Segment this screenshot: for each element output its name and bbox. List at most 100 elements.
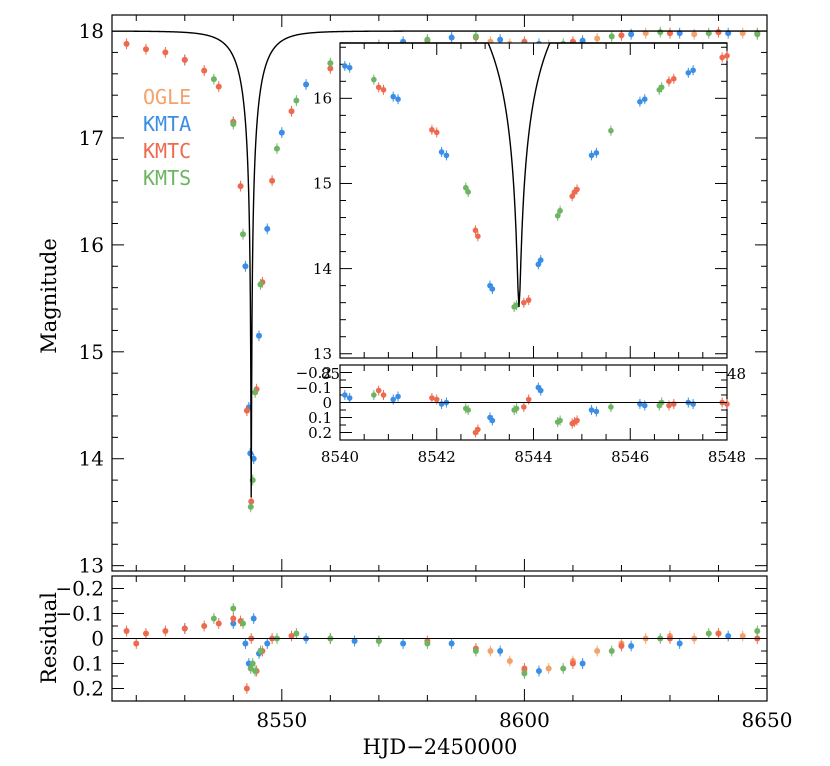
kmts-residual-point <box>472 648 479 654</box>
kmtc-point <box>181 56 188 63</box>
kmta-inset-point <box>685 69 692 76</box>
kmts-point <box>230 121 237 128</box>
kmts-point <box>657 29 664 36</box>
inset-residual-panel: 0.20.10−0.1−0.2 8540 8542 8544 8546 8548 <box>296 364 747 466</box>
kmtc-residual-point <box>215 620 222 627</box>
inset-data-points <box>342 50 730 312</box>
kmts-residual-point <box>240 620 246 627</box>
kmta-inset-residual-point <box>395 393 401 400</box>
kmta-inset-point <box>489 286 496 292</box>
kmts-residual-point <box>293 630 300 637</box>
inset-panel-frame <box>339 42 728 359</box>
kmts-inset-residual-point <box>608 404 614 410</box>
kmts-residual-point <box>560 665 567 672</box>
kmta-residual-point <box>351 638 358 644</box>
kmta-inset-point <box>641 96 648 102</box>
kmtc-residual-point <box>162 628 169 634</box>
kmta-point <box>278 129 285 136</box>
kmtc-inset-point <box>433 129 440 136</box>
kmtc-inset-point <box>724 52 730 59</box>
kmta-inset-point <box>588 152 595 159</box>
kmts-residual-point <box>230 605 237 612</box>
inset-x-tick-label: 8542 <box>418 448 456 466</box>
kmta-inset-residual-point <box>390 396 397 403</box>
kmta-inset-residual-point <box>342 392 348 398</box>
y-tick-label: 14 <box>313 260 332 278</box>
kmtc-inset-residual-point <box>521 404 527 410</box>
y-tick-label: 17 <box>79 126 104 150</box>
kmta-inset-point <box>443 152 450 159</box>
main-model-curve <box>111 30 767 498</box>
y-tick-label: 18 <box>79 19 104 43</box>
x-tick-label: 8600 <box>499 708 550 732</box>
y-tick-label: 13 <box>313 345 332 363</box>
kmtc-inset-point <box>525 297 532 303</box>
y-tick-label: 13 <box>79 554 104 578</box>
inset-panel: 1314151685408542854485468548 <box>313 42 746 383</box>
kmtc-inset-residual-point <box>429 395 435 401</box>
main-panel: 13 14 15 16 17 18 <box>79 14 768 578</box>
kmta-residual-point <box>725 633 732 639</box>
kmts-inset-point <box>513 302 520 309</box>
kmta-inset-residual-point <box>641 402 648 409</box>
kmta-inset-residual-point <box>593 408 600 415</box>
kmts-residual-point <box>705 630 712 637</box>
ogle-point <box>691 31 698 38</box>
y-tick-label: 16 <box>79 233 104 257</box>
ogle-residual-point <box>545 665 552 672</box>
kmta-residual-point <box>676 640 683 647</box>
kmtc-inset-residual-point <box>666 402 672 409</box>
kmtc-residual-point <box>618 643 625 649</box>
y-tick-label: −0.1 <box>55 602 104 626</box>
ogle-residual-point <box>506 658 513 664</box>
kmtc-inset-residual-point <box>475 426 481 433</box>
kmta-residual-point <box>242 640 249 647</box>
inset-x-tick-label: 8546 <box>611 448 649 466</box>
kmtc-inset-point <box>569 193 575 200</box>
kmtc-point <box>142 46 149 53</box>
kmtc-point <box>162 49 169 56</box>
kmtc-inset-residual-point <box>525 396 532 403</box>
inset-x-tick-label: 8540 <box>321 448 359 466</box>
x-tick-label: 8550 <box>256 708 307 732</box>
kmts-point <box>210 76 217 83</box>
y-tick-label: −0.2 <box>296 364 332 382</box>
kmta-inset-residual-point <box>588 407 595 413</box>
kmts-inset-point <box>608 127 614 134</box>
kmts-inset-point <box>462 184 469 191</box>
kmts-inset-residual-point <box>371 392 377 398</box>
kmts-inset-residual-point <box>465 407 471 413</box>
kmts-point <box>257 281 264 288</box>
y-tick-label: 0.2 <box>72 677 104 701</box>
inset-residual-ticks: 0.20.10−0.1−0.2 8540 8542 8544 8546 8548 <box>296 364 747 466</box>
kmtc-inset-point <box>472 227 479 234</box>
main-panel-frame <box>111 14 768 572</box>
legend: OGLE KMTA KMTC KMTS <box>143 85 191 190</box>
kmta-inset-point <box>690 67 696 74</box>
main-y-ticks: 13 14 15 16 17 18 <box>79 15 768 578</box>
kmts-inset-point <box>465 189 471 195</box>
kmtc-residual-point <box>715 630 722 637</box>
kmta-inset-point <box>593 150 600 156</box>
kmtc-inset-point <box>380 87 387 93</box>
y-axis-label-magnitude: Magnitude <box>37 238 61 354</box>
y-tick-label: 15 <box>313 175 332 193</box>
kmtc-inset-residual-point <box>375 387 382 394</box>
kmtc-point <box>618 32 625 39</box>
kmts-residual-point <box>210 615 217 622</box>
y-tick-label: 0.1 <box>308 409 332 427</box>
kmta-residual-point <box>497 648 504 654</box>
kmta-point <box>579 37 586 44</box>
main-data-points <box>123 26 761 513</box>
kmtc-point <box>269 177 276 184</box>
kmts-point <box>240 231 246 238</box>
kmta-inset-point <box>537 257 544 263</box>
kmtc-inset-residual-point <box>574 417 580 424</box>
kmts-residual-point <box>252 668 259 674</box>
kmts-inset-residual-point <box>557 417 563 424</box>
kmts-inset-point <box>554 213 561 219</box>
kmts-point <box>327 60 334 67</box>
kmtc-residual-point <box>133 640 140 647</box>
kmts-point <box>754 31 761 38</box>
kmts-residual-point <box>754 628 761 634</box>
